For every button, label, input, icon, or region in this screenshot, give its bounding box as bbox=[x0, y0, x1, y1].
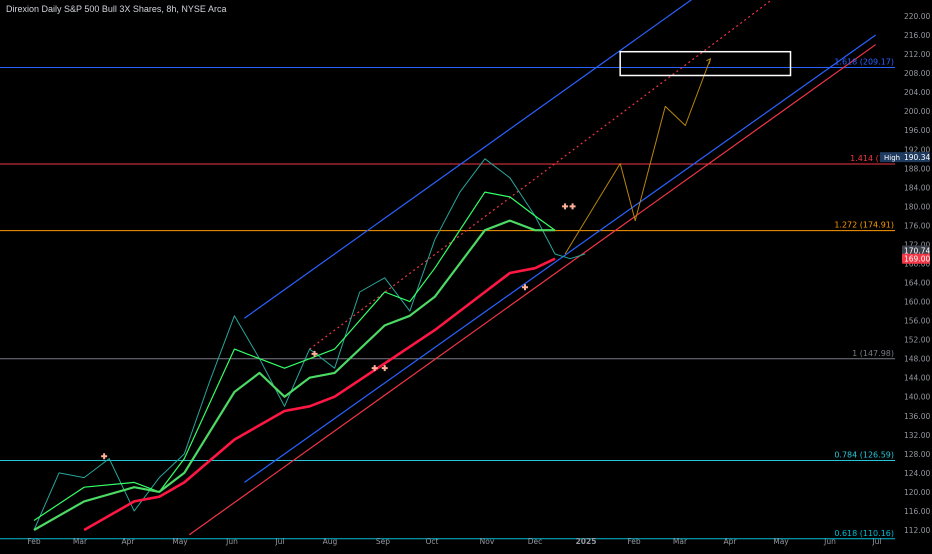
price-badge-bg bbox=[902, 253, 930, 264]
y-tick-label: 196.00 bbox=[904, 126, 930, 135]
price-series bbox=[33, 158, 586, 531]
y-tick-label: 164.00 bbox=[904, 279, 930, 288]
y-tick-label: 132.00 bbox=[904, 431, 930, 440]
price-badge-value: 169.00 bbox=[904, 255, 930, 264]
trend-support-line bbox=[188, 44, 877, 536]
y-tick-label: 140.00 bbox=[904, 393, 930, 402]
price-badge-bg bbox=[902, 152, 930, 163]
price-badge-1: 170.74 bbox=[902, 245, 930, 256]
x-tick-label: Sep bbox=[376, 537, 390, 546]
x-tick-label: Jul bbox=[274, 537, 284, 546]
forecast-path bbox=[564, 58, 711, 255]
price-badge-bg bbox=[902, 245, 930, 256]
forecast-arrowhead bbox=[706, 57, 712, 64]
y-tick-label: 176.00 bbox=[904, 221, 930, 230]
y-tick-label: 116.00 bbox=[904, 507, 930, 516]
signal-mark-0 bbox=[101, 453, 108, 460]
fib-label-3: 1 (147.98) bbox=[852, 349, 894, 358]
y-tick-label: 144.00 bbox=[904, 374, 930, 383]
fib-label-5: 0.618 (110.16) bbox=[834, 529, 894, 538]
ema-mid-line bbox=[33, 219, 555, 531]
y-tick-label: 212.00 bbox=[904, 50, 930, 59]
x-tick-label: Jul bbox=[871, 537, 881, 546]
x-tick-label: Aug bbox=[323, 537, 338, 546]
ema-slow-line bbox=[83, 257, 556, 532]
y-tick-label: 112.00 bbox=[904, 526, 930, 535]
signal-mark-4 bbox=[521, 284, 528, 291]
x-tick-label: Nov bbox=[480, 537, 495, 546]
x-tick-label: Feb bbox=[27, 537, 41, 546]
x-tick-label: May bbox=[773, 537, 789, 546]
trend-dotted-line bbox=[309, 0, 773, 350]
signal-mark-1 bbox=[311, 350, 318, 357]
price-badge-0: High 190.34 bbox=[880, 152, 930, 163]
signal-mark-2 bbox=[371, 365, 378, 372]
fib-label-2: 1.272 (174.91) bbox=[834, 221, 894, 230]
price-badge-label: High bbox=[884, 154, 900, 162]
channel-upper-line bbox=[244, 0, 693, 319]
y-tick-label: 168.00 bbox=[904, 259, 930, 268]
ema-fast-line bbox=[33, 191, 556, 521]
x-tick-label: May bbox=[172, 537, 188, 546]
y-tick-label: 124.00 bbox=[904, 469, 930, 478]
signal-mark-6 bbox=[569, 203, 576, 210]
x-tick-label: Mar bbox=[673, 537, 688, 546]
y-tick-label: 136.00 bbox=[904, 412, 930, 421]
signal-mark-3 bbox=[381, 365, 388, 372]
price-badge-label-bg bbox=[880, 152, 902, 163]
target-box bbox=[619, 50, 792, 77]
y-tick-label: 184.00 bbox=[904, 183, 930, 192]
price-badge-2: 169.00 bbox=[902, 253, 930, 264]
x-tick-label: Jun bbox=[823, 537, 836, 546]
y-tick-label: 200.00 bbox=[904, 107, 930, 116]
x-tick-label: Mar bbox=[73, 537, 88, 546]
fib-label-1: 1.414 (188 bbox=[850, 154, 894, 163]
y-axis-background bbox=[895, 0, 932, 550]
y-tick-label: 216.00 bbox=[904, 31, 930, 40]
y-tick-label: 120.00 bbox=[904, 488, 930, 497]
y-tick-label: 188.00 bbox=[904, 164, 930, 173]
x-tick-label: 2025 bbox=[576, 537, 597, 546]
x-tick-label: Oct bbox=[426, 537, 439, 546]
y-tick-label: 172.00 bbox=[904, 240, 930, 249]
y-tick-label: 180.00 bbox=[904, 202, 930, 211]
x-tick-label: Jun bbox=[225, 537, 238, 546]
y-tick-label: 156.00 bbox=[904, 317, 930, 326]
y-tick-label: 128.00 bbox=[904, 450, 930, 459]
price-badge-value: 170.74 bbox=[904, 246, 930, 255]
fib-label-0: 1.618 (209.17) bbox=[834, 58, 894, 67]
x-tick-label: Apr bbox=[122, 537, 136, 546]
y-tick-label: 220.00 bbox=[904, 12, 930, 21]
x-tick-label: Apr bbox=[724, 537, 738, 546]
price-badge-value: 190.34 bbox=[904, 153, 930, 162]
y-tick-label: 148.00 bbox=[904, 355, 930, 364]
fib-label-4: 0.784 (126.59) bbox=[834, 451, 894, 460]
y-tick-label: 204.00 bbox=[904, 88, 930, 97]
y-tick-label: 160.00 bbox=[904, 298, 930, 307]
x-tick-label: Feb bbox=[627, 537, 641, 546]
x-tick-label: Dec bbox=[528, 537, 543, 546]
y-tick-label: 192.00 bbox=[904, 145, 930, 154]
channel-lower-line bbox=[244, 34, 877, 483]
y-tick-label: 152.00 bbox=[904, 336, 930, 345]
y-tick-label: 208.00 bbox=[904, 69, 930, 78]
chart-title: Direxion Daily S&P 500 Bull 3X Shares, 8… bbox=[6, 4, 227, 14]
signal-mark-5 bbox=[562, 203, 569, 210]
